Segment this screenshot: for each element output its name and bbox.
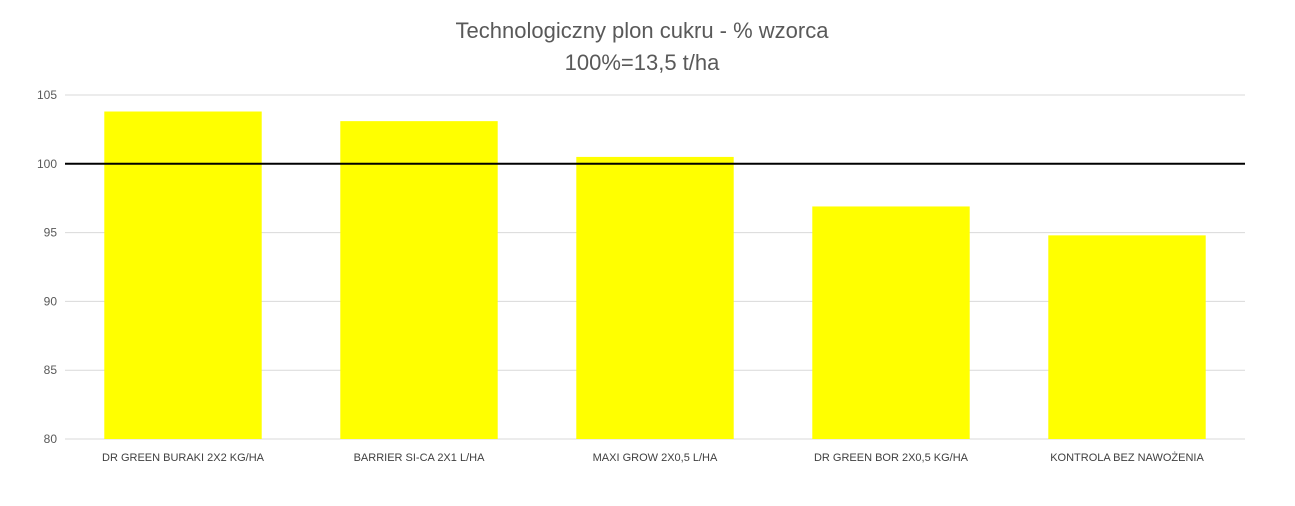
x-category-label-5: KONTROLA BEZ NAWOŻENIA bbox=[1050, 451, 1204, 464]
x-category-label-1: DR GREEN BURAKI 2X2 KG/HA bbox=[102, 452, 265, 464]
chart-title: Technologiczny plon cukru - % wzorca bbox=[456, 18, 830, 43]
bars bbox=[104, 111, 1206, 440]
y-axis-tick-labels: 80 85 90 95 100 105 bbox=[37, 88, 57, 446]
y-tick-label-95: 95 bbox=[44, 226, 58, 240]
bar-2 bbox=[340, 121, 498, 440]
x-category-label-3: MAXI GROW 2X0,5 L/HA bbox=[593, 452, 718, 464]
x-category-label-2: BARRIER SI-CA 2X1 L/HA bbox=[354, 452, 485, 464]
bar-5 bbox=[1048, 235, 1206, 439]
bar-1 bbox=[104, 111, 262, 440]
x-axis-category-labels: DR GREEN BURAKI 2X2 KG/HA BARRIER SI-CA 2… bbox=[102, 451, 1204, 464]
chart-subtitle: 100%=13,5 t/ha bbox=[565, 50, 721, 75]
bar-4 bbox=[812, 206, 970, 439]
bar-3 bbox=[576, 156, 734, 440]
y-tick-label-80: 80 bbox=[44, 432, 58, 446]
y-tick-label-100: 100 bbox=[37, 157, 57, 171]
y-tick-label-85: 85 bbox=[44, 363, 58, 377]
x-category-label-4: DR GREEN BOR 2X0,5 KG/HA bbox=[814, 452, 969, 464]
y-tick-label-90: 90 bbox=[44, 294, 58, 308]
y-tick-label-105: 105 bbox=[37, 88, 57, 102]
